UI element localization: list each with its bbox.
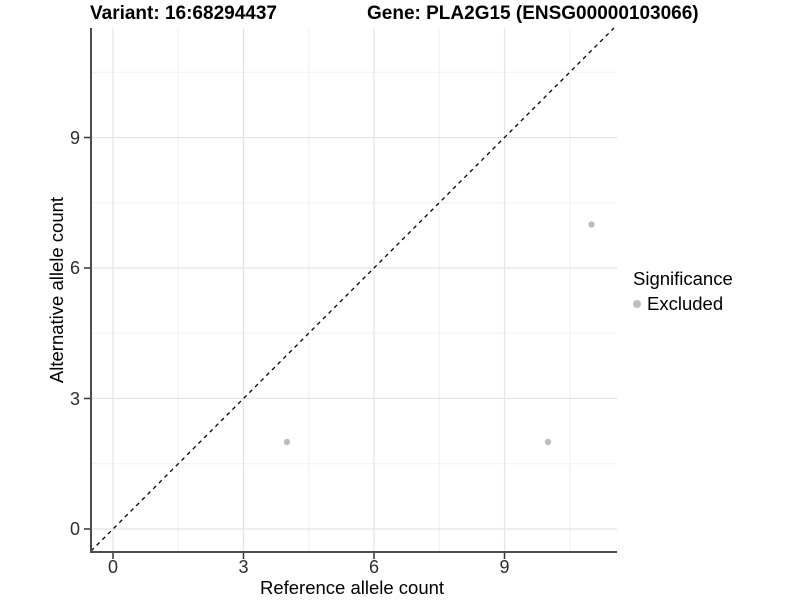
y-tick-label: 6 bbox=[69, 258, 80, 278]
legend-entry-label: Excluded bbox=[647, 293, 724, 314]
variant-title: Variant: 16:68294437 bbox=[90, 3, 277, 24]
data-point bbox=[544, 438, 552, 446]
x-tick-label: 6 bbox=[368, 557, 380, 577]
x-tick-label: 0 bbox=[107, 557, 119, 577]
data-point bbox=[588, 221, 595, 228]
x-tick-label: 9 bbox=[499, 557, 510, 577]
y-tick-label: 3 bbox=[69, 388, 80, 409]
legend-entry-excluded: Excluded bbox=[633, 293, 733, 315]
data-point bbox=[283, 438, 291, 446]
legend-title: Significance bbox=[633, 268, 733, 289]
x-tick-label: 3 bbox=[238, 557, 249, 577]
identity-line bbox=[90, 27, 615, 552]
legend: Significance Excluded bbox=[633, 268, 733, 315]
y-tick-label: 0 bbox=[69, 519, 80, 539]
x-axis-title: Reference allele count bbox=[259, 577, 445, 598]
gene-title: Gene: PLA2G15 (ENSG00000103066) bbox=[367, 3, 699, 24]
y-axis-title: Alternative allele count bbox=[46, 196, 67, 384]
y-tick-label: 9 bbox=[69, 127, 80, 148]
legend-key-dot-icon bbox=[633, 300, 641, 308]
